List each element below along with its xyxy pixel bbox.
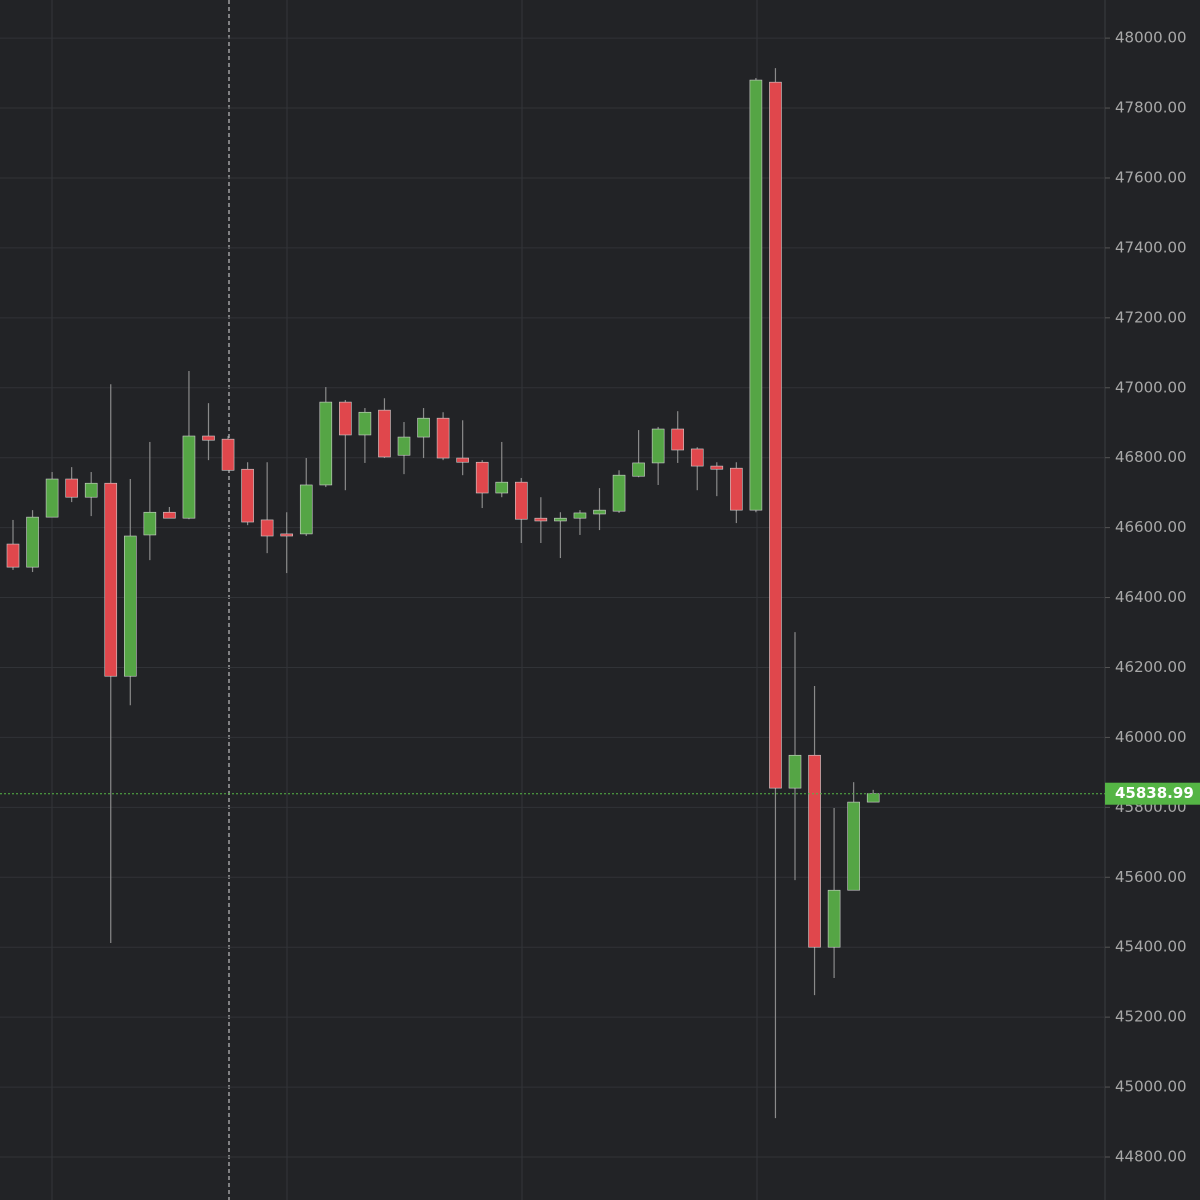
candle-body	[65, 478, 78, 498]
candle-body	[632, 462, 645, 477]
candle-body	[417, 417, 430, 438]
candle-body	[730, 467, 743, 511]
y-tick-label: 47600.00	[1115, 168, 1187, 186]
candle-body	[378, 409, 391, 458]
candle-body	[436, 417, 450, 459]
candle-body	[6, 543, 20, 568]
candle-body	[710, 465, 724, 470]
candle-body	[260, 519, 274, 537]
candle-body	[690, 448, 704, 467]
candle-body	[397, 436, 411, 456]
candle-body	[280, 533, 294, 537]
candle-body	[554, 517, 567, 522]
candle-body	[475, 461, 489, 494]
y-tick-label: 46400.00	[1115, 588, 1187, 606]
y-tick-label: 46600.00	[1115, 518, 1187, 536]
candle-body	[299, 484, 313, 535]
candle-body	[573, 512, 587, 519]
candle-body	[788, 754, 802, 789]
candle-body	[827, 889, 841, 948]
candle-body	[358, 411, 372, 436]
last-price-label: 45838.99	[1115, 784, 1194, 802]
y-tick-label: 46200.00	[1115, 658, 1187, 676]
candle-body	[651, 428, 665, 464]
candle-body	[866, 793, 880, 803]
candle-body	[769, 81, 782, 789]
y-tick-label: 46000.00	[1115, 728, 1187, 746]
candle-body	[45, 478, 59, 518]
y-tick-label: 46800.00	[1115, 448, 1187, 466]
y-tick-label: 47200.00	[1115, 308, 1187, 326]
candle-body	[26, 516, 39, 568]
candle-body	[339, 401, 352, 436]
candle-body	[84, 482, 98, 498]
y-tick-label: 47000.00	[1115, 378, 1187, 396]
candle-body	[124, 535, 137, 677]
y-tick-label: 44800.00	[1115, 1147, 1187, 1165]
candle-body	[534, 517, 548, 522]
candle-body	[163, 511, 176, 519]
candle-body	[104, 482, 118, 677]
y-tick-label: 45400.00	[1115, 938, 1187, 956]
y-tick-label: 45200.00	[1115, 1008, 1187, 1026]
candle-body	[319, 401, 333, 486]
y-tick-label: 47800.00	[1115, 99, 1187, 117]
candle-body	[202, 435, 215, 441]
candle-body	[241, 468, 254, 523]
candle-body	[593, 509, 606, 515]
candle-body	[456, 457, 469, 463]
candle-body	[143, 511, 157, 536]
candle-body	[495, 481, 509, 494]
candle-body	[612, 474, 626, 512]
y-tick-label: 45600.00	[1115, 868, 1187, 886]
candle-body	[808, 754, 821, 948]
candle-body	[514, 481, 528, 520]
y-tick-label: 47400.00	[1115, 238, 1187, 256]
candle-body	[182, 435, 196, 519]
candle-body	[221, 438, 235, 471]
y-tick-label: 45000.00	[1115, 1078, 1187, 1096]
candle-body	[749, 79, 763, 511]
y-tick-label: 48000.00	[1115, 29, 1187, 47]
candle-body	[671, 428, 685, 451]
candle-body	[847, 801, 860, 891]
last-price-box	[1105, 782, 1200, 805]
